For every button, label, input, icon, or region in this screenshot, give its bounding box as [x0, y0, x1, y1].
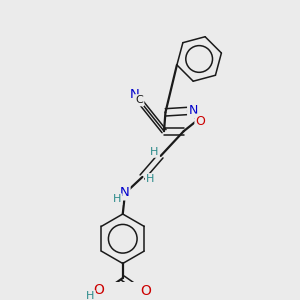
Text: H: H: [113, 194, 121, 204]
Text: N: N: [120, 186, 129, 199]
Text: O: O: [196, 115, 206, 128]
Text: N: N: [188, 104, 198, 117]
Text: H: H: [150, 147, 159, 157]
Text: C: C: [136, 95, 143, 105]
Text: H: H: [146, 174, 154, 184]
Text: O: O: [140, 284, 151, 298]
Text: H: H: [86, 291, 94, 300]
Text: N: N: [130, 88, 140, 100]
Text: O: O: [93, 284, 104, 297]
